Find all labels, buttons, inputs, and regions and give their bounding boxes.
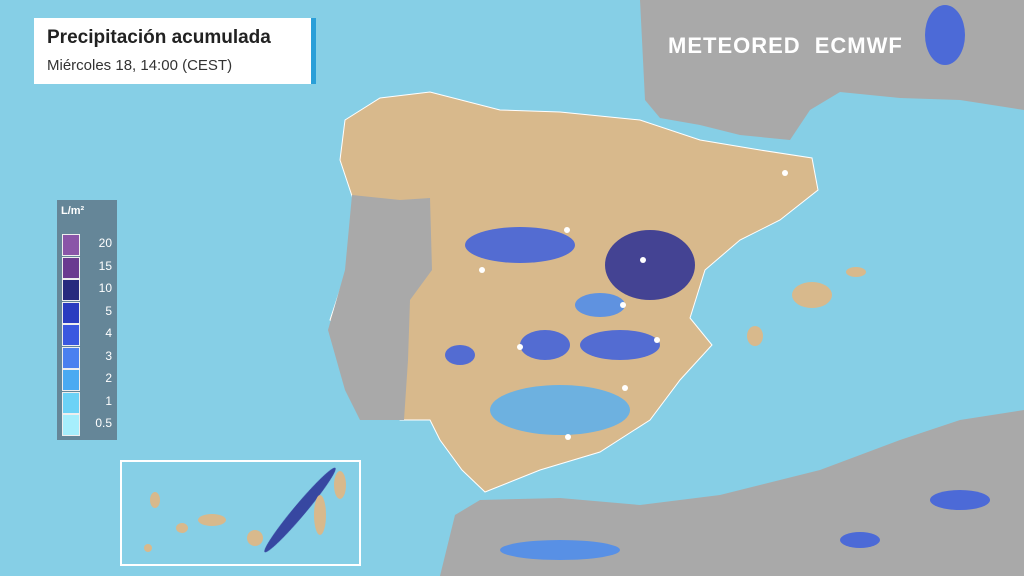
canary-inset bbox=[120, 460, 361, 566]
legend-label: 1 bbox=[105, 393, 112, 408]
legend-label: 3 bbox=[105, 348, 112, 363]
title-box: Precipitación acumulada Miércoles 18, 14… bbox=[34, 18, 316, 84]
legend-label: 0.5 bbox=[95, 416, 112, 430]
logo-meteored: METEORED bbox=[668, 33, 801, 58]
legend-swatch bbox=[62, 324, 80, 346]
legend-unit: L/m² bbox=[61, 205, 85, 217]
legend-item: 15 bbox=[62, 256, 114, 279]
subtitle: Miércoles 18, 14:00 (CEST) bbox=[47, 57, 233, 74]
legend-label: 4 bbox=[105, 326, 112, 340]
legend-swatch bbox=[62, 279, 80, 301]
legend-item: 5 bbox=[62, 301, 114, 324]
legend-item: 0.5 bbox=[62, 414, 114, 436]
mallorca bbox=[792, 282, 832, 308]
legend-label: 15 bbox=[98, 258, 112, 273]
legend-item: 3 bbox=[62, 346, 114, 369]
legend-swatch bbox=[62, 256, 80, 279]
legend-item: 2 bbox=[62, 369, 114, 391]
legend-swatch bbox=[62, 391, 80, 414]
legend-swatch bbox=[62, 346, 80, 369]
legend-item: 4 bbox=[62, 324, 114, 346]
legend-label: 5 bbox=[105, 303, 112, 318]
canary-islands bbox=[144, 471, 346, 552]
legend-swatch bbox=[62, 414, 80, 436]
legend-swatch bbox=[62, 369, 80, 391]
portugal-land bbox=[328, 195, 432, 420]
legend-item: 20 bbox=[62, 234, 114, 256]
cities bbox=[479, 170, 788, 440]
legend-label: 2 bbox=[105, 371, 112, 385]
title: Precipitación acumulada bbox=[47, 27, 271, 48]
legend-item: 10 bbox=[62, 279, 114, 301]
precipitation bbox=[264, 5, 990, 560]
legend-label: 10 bbox=[98, 281, 112, 295]
legend-swatch bbox=[62, 234, 80, 256]
menorca bbox=[846, 267, 866, 277]
legend-item: 1 bbox=[62, 391, 114, 414]
logo-ecmwf: ECMWF bbox=[814, 33, 903, 58]
africa-land bbox=[440, 410, 1024, 576]
france-land bbox=[640, 0, 1024, 140]
legend-label: 20 bbox=[98, 236, 112, 250]
legend: L/m² 20 15 10 5 4 3 2 1 0.5 bbox=[57, 200, 117, 440]
legend-swatch bbox=[62, 301, 80, 324]
ibiza bbox=[747, 326, 763, 346]
logos: METEORED ECMWF bbox=[668, 33, 903, 59]
